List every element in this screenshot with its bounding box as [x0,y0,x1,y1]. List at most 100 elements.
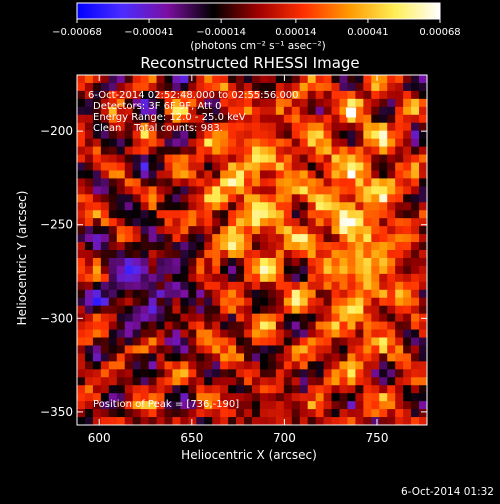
heatmap-cell [100,226,110,235]
heatmap-cell [220,281,229,291]
heatmap-cell [228,369,237,378]
heatmap-cell [371,353,380,362]
heatmap-cell [220,385,229,394]
heatmap-cell [100,218,110,227]
heatmap-cell [363,242,372,251]
heatmap-cell [140,122,149,132]
heatmap-cell [188,194,197,203]
heatmap-cell [411,361,420,370]
heatmap-cell [220,393,229,402]
heatmap-cell [156,242,165,251]
heatmap-cell [116,138,126,147]
heatmap-cell [172,265,181,275]
heatmap-cell [267,329,277,338]
heatmap-cell [100,297,110,307]
heatmap-cell [315,305,324,315]
heatmap-cell [275,106,285,116]
heatmap-cell [331,162,340,171]
heatmap-cell [220,162,229,171]
heatmap-cell [92,170,102,179]
heatmap-cell [339,377,348,386]
heatmap-cell [92,361,102,370]
heatmap-cell [77,281,86,291]
heatmap-cell [267,130,277,140]
heatmap-cell [180,178,189,187]
heatmap-cell [172,122,181,132]
heatmap-cell [124,226,134,235]
heatmap-cell [236,98,245,108]
heatmap-cell [196,329,205,338]
heatmap-cell [124,385,134,394]
heatmap-cell [100,194,110,203]
heatmap-cell [148,114,157,124]
heatmap-cell [124,186,134,195]
heatmap-cell [92,409,102,418]
heatmap-cell [92,313,102,322]
heatmap-cell [347,273,356,283]
heatmap-cell [132,273,142,283]
heatmap-cell [387,409,396,418]
y-tick-label: −200 [40,124,73,138]
heatmap-cell [116,130,126,140]
heatmap-cell [108,234,118,243]
heatmap-cell [77,417,86,426]
heatmap-cell [355,130,364,140]
heatmap-cell [252,417,261,426]
heatmap-cell [148,393,157,402]
heatmap-cell [411,345,420,354]
heatmap-cell [180,369,189,378]
heatmap-cell [323,122,332,132]
heatmap-cell [236,170,245,179]
heatmap-cell [371,329,380,338]
y-tick-label: −350 [40,405,73,419]
heatmap-cell [124,345,134,354]
heatmap-cell [180,202,189,211]
heatmap-cell [355,75,364,84]
heatmap-cell [315,313,324,322]
heatmap-cell [84,234,94,243]
heatmap-cell [252,369,261,378]
heatmap-cell [315,369,324,378]
heatmap-cell [355,194,364,203]
heatmap-cell [164,170,173,179]
heatmap-cell [323,130,332,140]
heatmap-cell [291,409,301,418]
heatmap-cell [403,250,412,259]
heatmap-cell [283,210,293,219]
heatmap-cell [212,162,221,171]
heatmap-cell [164,250,173,259]
heatmap-cell [77,353,86,362]
heatmap-cell [77,250,86,259]
heatmap-cell [92,281,102,291]
heatmap-cell [275,146,285,155]
heatmap-cell [252,226,261,235]
heatmap-cell [283,234,293,243]
heatmap-cell [204,257,213,267]
heatmap-cell [291,170,301,179]
heatmap-cell [212,305,221,315]
heatmap-cell [156,218,165,227]
heatmap-cell [387,130,396,140]
heatmap-cell [339,90,348,100]
heatmap-cell [403,297,412,307]
heatmap-cell [132,361,142,370]
heatmap-cell [371,162,380,171]
heatmap-cell [411,154,420,163]
heatmap-cell [379,202,388,211]
heatmap-cell [299,273,309,283]
heatmap-cell [395,75,404,84]
heatmap-cell [299,186,309,195]
heatmap-cell [315,178,324,187]
heatmap-cell [140,321,149,330]
heatmap-cell [395,265,404,275]
heatmap-cell [196,98,205,108]
heatmap-cell [283,393,293,402]
heatmap-cell [275,130,285,140]
heatmap-cell [212,289,221,299]
heatmap-cell [164,138,173,147]
heatmap-cell [395,369,404,378]
heatmap-cell [244,313,253,322]
heatmap-cell [164,377,173,386]
heatmap-cell [339,297,348,307]
heatmap-cell [275,242,285,251]
